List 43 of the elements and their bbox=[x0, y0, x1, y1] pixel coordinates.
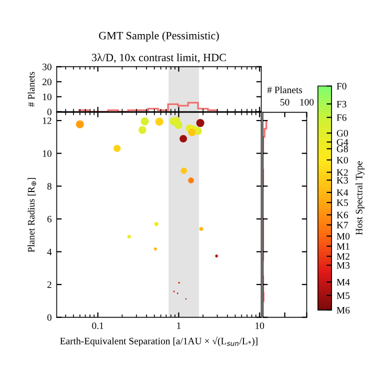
color-bar-label: G4 bbox=[336, 138, 348, 146]
x-axis-title: Earth-Equivalent Separation [a/1AU × √(L$_{sun}$/L$_{*}$)] bbox=[60, 336, 258, 346]
y-tick-label: 6 bbox=[47, 216, 52, 222]
x-axis-title: # Planets bbox=[267, 86, 302, 94]
y-axis-title: Planet Radius [R$_{⊕}$] bbox=[28, 178, 36, 252]
x-tick-label: 100 bbox=[300, 98, 314, 106]
y-tick-label: 2 bbox=[47, 281, 52, 288]
chart-subtitle: 3λ/D, 10x contrast limit, HDC bbox=[92, 53, 226, 63]
color-bar-label: M2 bbox=[336, 253, 350, 260]
color-bar-label: M1 bbox=[336, 243, 350, 250]
y-tick-label: 30 bbox=[42, 64, 52, 70]
color-bar-label: K0 bbox=[336, 156, 348, 164]
color-bar-label: K6 bbox=[336, 212, 348, 218]
x-tick-label: 10 bbox=[256, 322, 264, 330]
x-tick-label: 0.1 bbox=[92, 322, 104, 330]
color-bar-label: K3 bbox=[336, 177, 348, 184]
x-tick-label: 50 bbox=[280, 98, 290, 106]
y-tick-label: 4 bbox=[47, 248, 52, 256]
color-bar-label: F3 bbox=[336, 100, 346, 108]
y-tick-label: 0 bbox=[47, 108, 52, 116]
color-bar-label: F0 bbox=[336, 82, 346, 90]
y-tick-label: 20 bbox=[42, 78, 52, 86]
color-bar-label: M4 bbox=[336, 279, 350, 286]
color-bar-label: K2 bbox=[336, 169, 348, 176]
color-bar-label: G8 bbox=[336, 146, 348, 152]
color-bar-label: K7 bbox=[336, 222, 348, 228]
y-tick-label: 10 bbox=[42, 150, 52, 157]
y-tick-label: 0 bbox=[47, 314, 52, 321]
y-axis-title: # Planets bbox=[28, 72, 35, 107]
color-bar-label: M5 bbox=[336, 292, 350, 299]
color-bar-label: M3 bbox=[336, 262, 350, 269]
color-bar-label: M6 bbox=[336, 306, 350, 314]
chart-title: GMT Sample (Pessimistic) bbox=[99, 32, 219, 42]
color-bar-title: Host Spectral Type bbox=[356, 161, 364, 235]
y-tick-label: 10 bbox=[42, 94, 52, 100]
color-bar-label: G0 bbox=[336, 130, 348, 137]
color-bar-label: K5 bbox=[336, 200, 348, 206]
y-tick-label: 8 bbox=[47, 183, 52, 190]
y-tick-label: 12 bbox=[42, 117, 52, 124]
color-bar-label: F6 bbox=[336, 114, 346, 121]
x-tick-label: 1 bbox=[177, 322, 181, 329]
color-bar-label: K4 bbox=[336, 189, 348, 196]
color-bar-label: M0 bbox=[336, 233, 350, 240]
